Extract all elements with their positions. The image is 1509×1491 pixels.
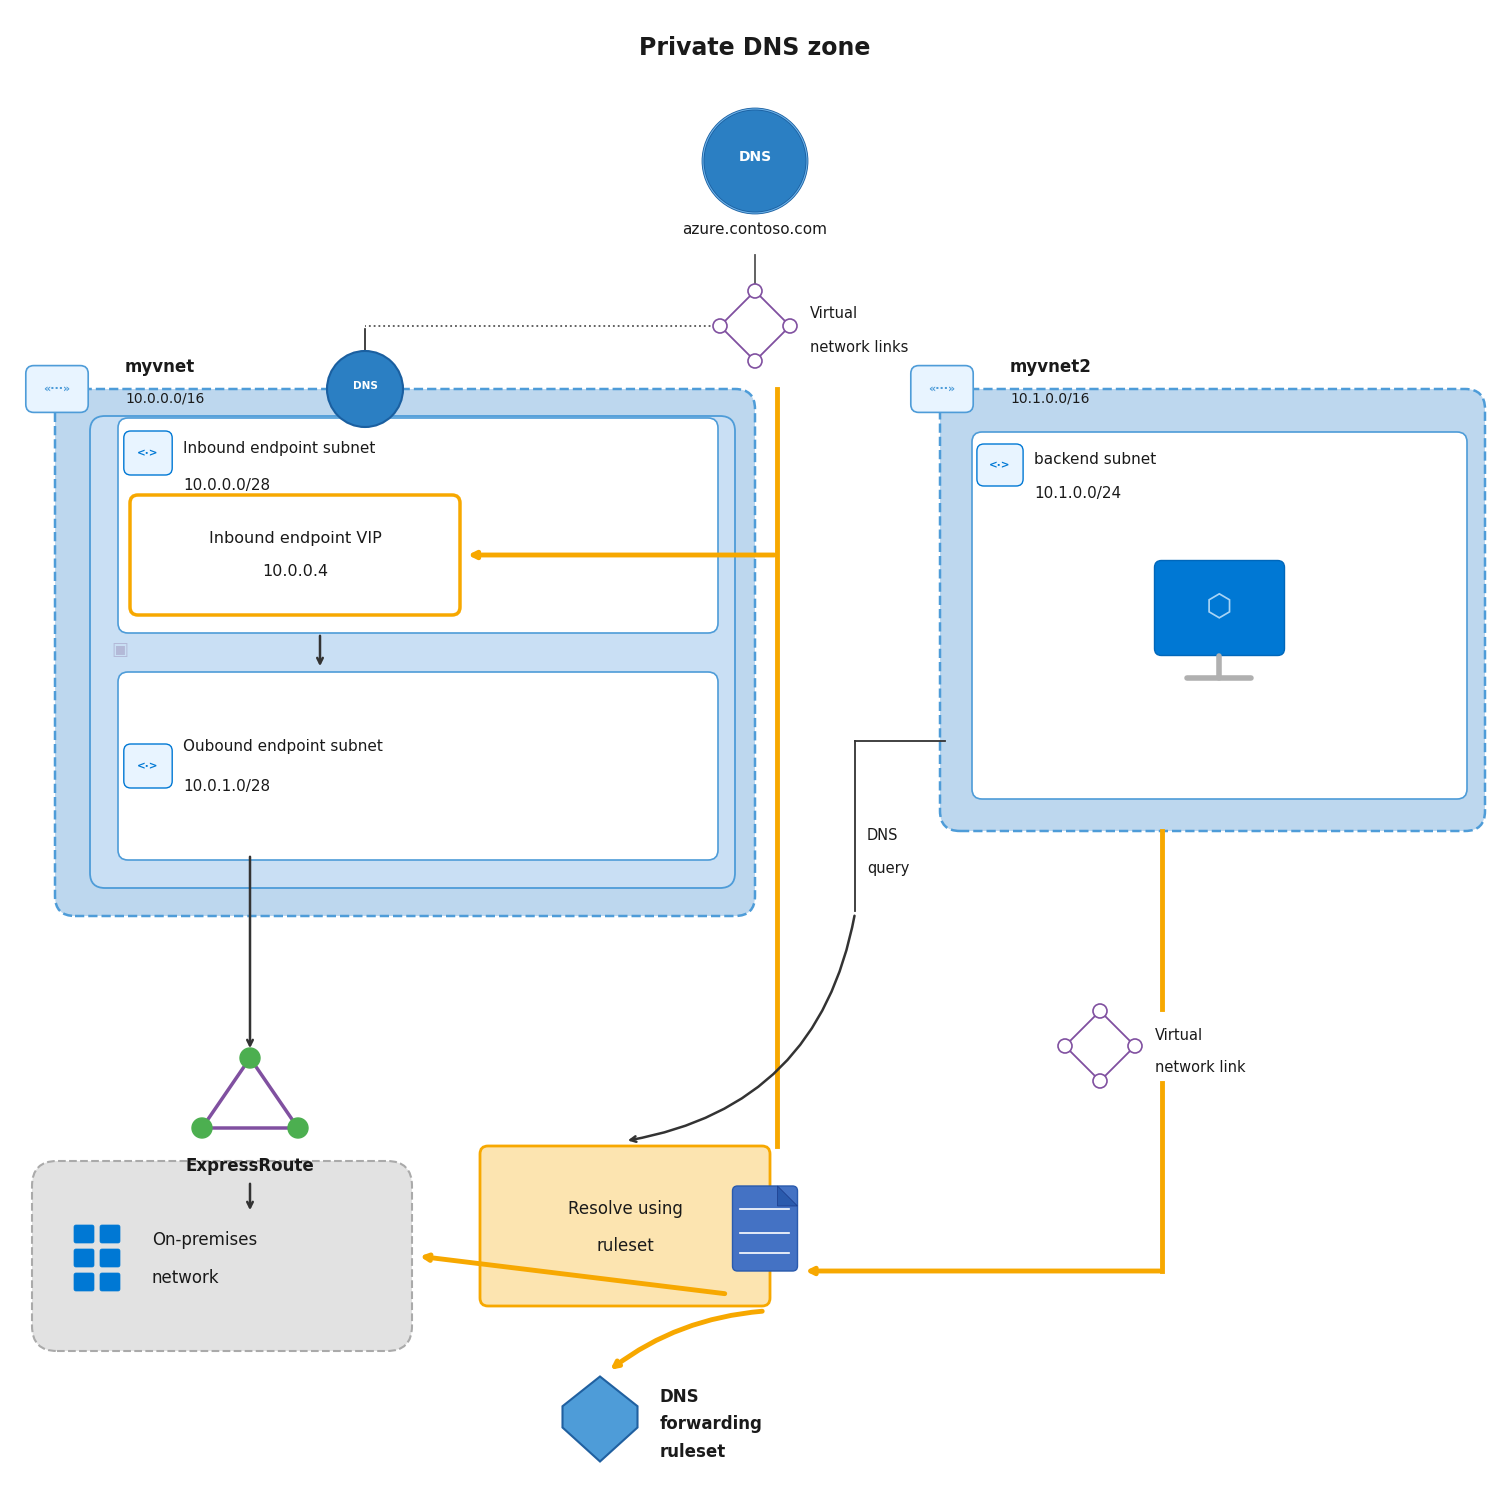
Text: azure.contoso.com: azure.contoso.com bbox=[682, 222, 827, 237]
FancyBboxPatch shape bbox=[74, 1249, 94, 1267]
FancyBboxPatch shape bbox=[911, 365, 973, 413]
Text: Virtual: Virtual bbox=[810, 307, 859, 322]
FancyBboxPatch shape bbox=[26, 365, 88, 413]
Text: ruleset: ruleset bbox=[596, 1238, 653, 1255]
Circle shape bbox=[1129, 1039, 1142, 1053]
Text: forwarding: forwarding bbox=[659, 1415, 764, 1433]
Text: 10.0.0.4: 10.0.0.4 bbox=[263, 564, 327, 579]
Text: «···»: «···» bbox=[44, 385, 71, 394]
Text: Inbound endpoint subnet: Inbound endpoint subnet bbox=[183, 440, 376, 455]
FancyBboxPatch shape bbox=[124, 431, 172, 476]
Circle shape bbox=[748, 283, 762, 298]
Circle shape bbox=[712, 319, 727, 332]
FancyBboxPatch shape bbox=[100, 1226, 121, 1243]
Circle shape bbox=[192, 1118, 211, 1138]
Text: 10.1.0.0/24: 10.1.0.0/24 bbox=[1034, 486, 1121, 501]
Circle shape bbox=[288, 1118, 308, 1138]
Text: ▣: ▣ bbox=[112, 641, 128, 659]
Text: backend subnet: backend subnet bbox=[1034, 452, 1156, 467]
Text: <⋅>: <⋅> bbox=[137, 760, 158, 771]
Text: Oubound endpoint subnet: Oubound endpoint subnet bbox=[183, 738, 383, 753]
Text: ⬡: ⬡ bbox=[1206, 593, 1233, 623]
FancyBboxPatch shape bbox=[74, 1226, 94, 1243]
Circle shape bbox=[1058, 1039, 1071, 1053]
FancyBboxPatch shape bbox=[732, 1185, 797, 1270]
Text: ExpressRoute: ExpressRoute bbox=[186, 1157, 314, 1175]
Text: 10.0.1.0/28: 10.0.1.0/28 bbox=[183, 778, 270, 793]
Text: <⋅>: <⋅> bbox=[990, 461, 1011, 470]
Text: query: query bbox=[868, 862, 910, 877]
Text: «···»: «···» bbox=[928, 385, 955, 394]
FancyBboxPatch shape bbox=[940, 389, 1485, 830]
Text: 10.0.0.0/16: 10.0.0.0/16 bbox=[125, 392, 204, 406]
FancyBboxPatch shape bbox=[100, 1273, 121, 1291]
FancyBboxPatch shape bbox=[130, 495, 460, 614]
Text: DNS: DNS bbox=[353, 382, 377, 391]
Text: DNS: DNS bbox=[659, 1388, 700, 1406]
FancyBboxPatch shape bbox=[32, 1161, 412, 1351]
Text: DNS: DNS bbox=[868, 829, 898, 844]
Circle shape bbox=[748, 353, 762, 368]
Circle shape bbox=[1093, 1074, 1108, 1088]
FancyBboxPatch shape bbox=[976, 444, 1023, 486]
FancyBboxPatch shape bbox=[1154, 561, 1284, 656]
FancyBboxPatch shape bbox=[74, 1273, 94, 1291]
FancyBboxPatch shape bbox=[91, 416, 735, 889]
FancyBboxPatch shape bbox=[54, 389, 754, 915]
Text: DNS: DNS bbox=[738, 151, 771, 164]
Text: 10.1.0.0/16: 10.1.0.0/16 bbox=[1010, 392, 1089, 406]
Text: 10.0.0.0/28: 10.0.0.0/28 bbox=[183, 479, 270, 494]
Circle shape bbox=[783, 319, 797, 332]
Text: Virtual: Virtual bbox=[1154, 1029, 1203, 1044]
Text: Resolve using: Resolve using bbox=[567, 1200, 682, 1218]
FancyBboxPatch shape bbox=[480, 1147, 770, 1306]
FancyBboxPatch shape bbox=[972, 432, 1467, 799]
Circle shape bbox=[1093, 1003, 1108, 1018]
Circle shape bbox=[703, 109, 807, 213]
Text: network: network bbox=[152, 1269, 220, 1287]
Polygon shape bbox=[777, 1185, 797, 1206]
Text: network link: network link bbox=[1154, 1060, 1245, 1075]
Circle shape bbox=[240, 1048, 260, 1068]
Text: network links: network links bbox=[810, 340, 908, 355]
Text: myvnet2: myvnet2 bbox=[1010, 358, 1093, 376]
Text: Private DNS zone: Private DNS zone bbox=[640, 36, 871, 60]
Text: Inbound endpoint VIP: Inbound endpoint VIP bbox=[208, 531, 382, 547]
Polygon shape bbox=[563, 1376, 637, 1461]
FancyBboxPatch shape bbox=[118, 417, 718, 634]
Text: On-premises: On-premises bbox=[152, 1232, 257, 1249]
FancyBboxPatch shape bbox=[118, 672, 718, 860]
FancyBboxPatch shape bbox=[100, 1249, 121, 1267]
Text: myvnet: myvnet bbox=[125, 358, 195, 376]
Text: <⋅>: <⋅> bbox=[137, 447, 158, 458]
Text: ruleset: ruleset bbox=[659, 1443, 726, 1461]
FancyBboxPatch shape bbox=[124, 744, 172, 789]
Circle shape bbox=[327, 350, 403, 426]
